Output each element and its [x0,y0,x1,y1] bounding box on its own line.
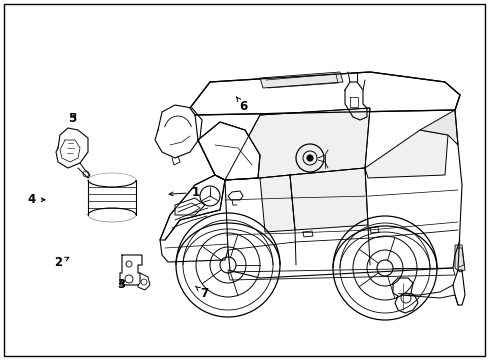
Text: 6: 6 [236,97,247,113]
Text: 7: 7 [195,286,208,300]
Polygon shape [260,72,342,88]
Polygon shape [260,175,294,232]
Text: 4: 4 [28,193,45,206]
Polygon shape [227,191,243,200]
Text: 1: 1 [169,186,199,199]
Polygon shape [419,110,457,145]
Text: 3: 3 [117,278,125,291]
Polygon shape [364,130,447,178]
Text: 5: 5 [68,112,76,125]
Text: 2: 2 [54,256,69,269]
Polygon shape [175,198,204,215]
Polygon shape [160,175,224,240]
Polygon shape [224,108,369,180]
Polygon shape [190,72,459,115]
Polygon shape [198,122,260,180]
Circle shape [306,155,312,161]
Polygon shape [454,245,464,272]
Polygon shape [289,168,367,230]
